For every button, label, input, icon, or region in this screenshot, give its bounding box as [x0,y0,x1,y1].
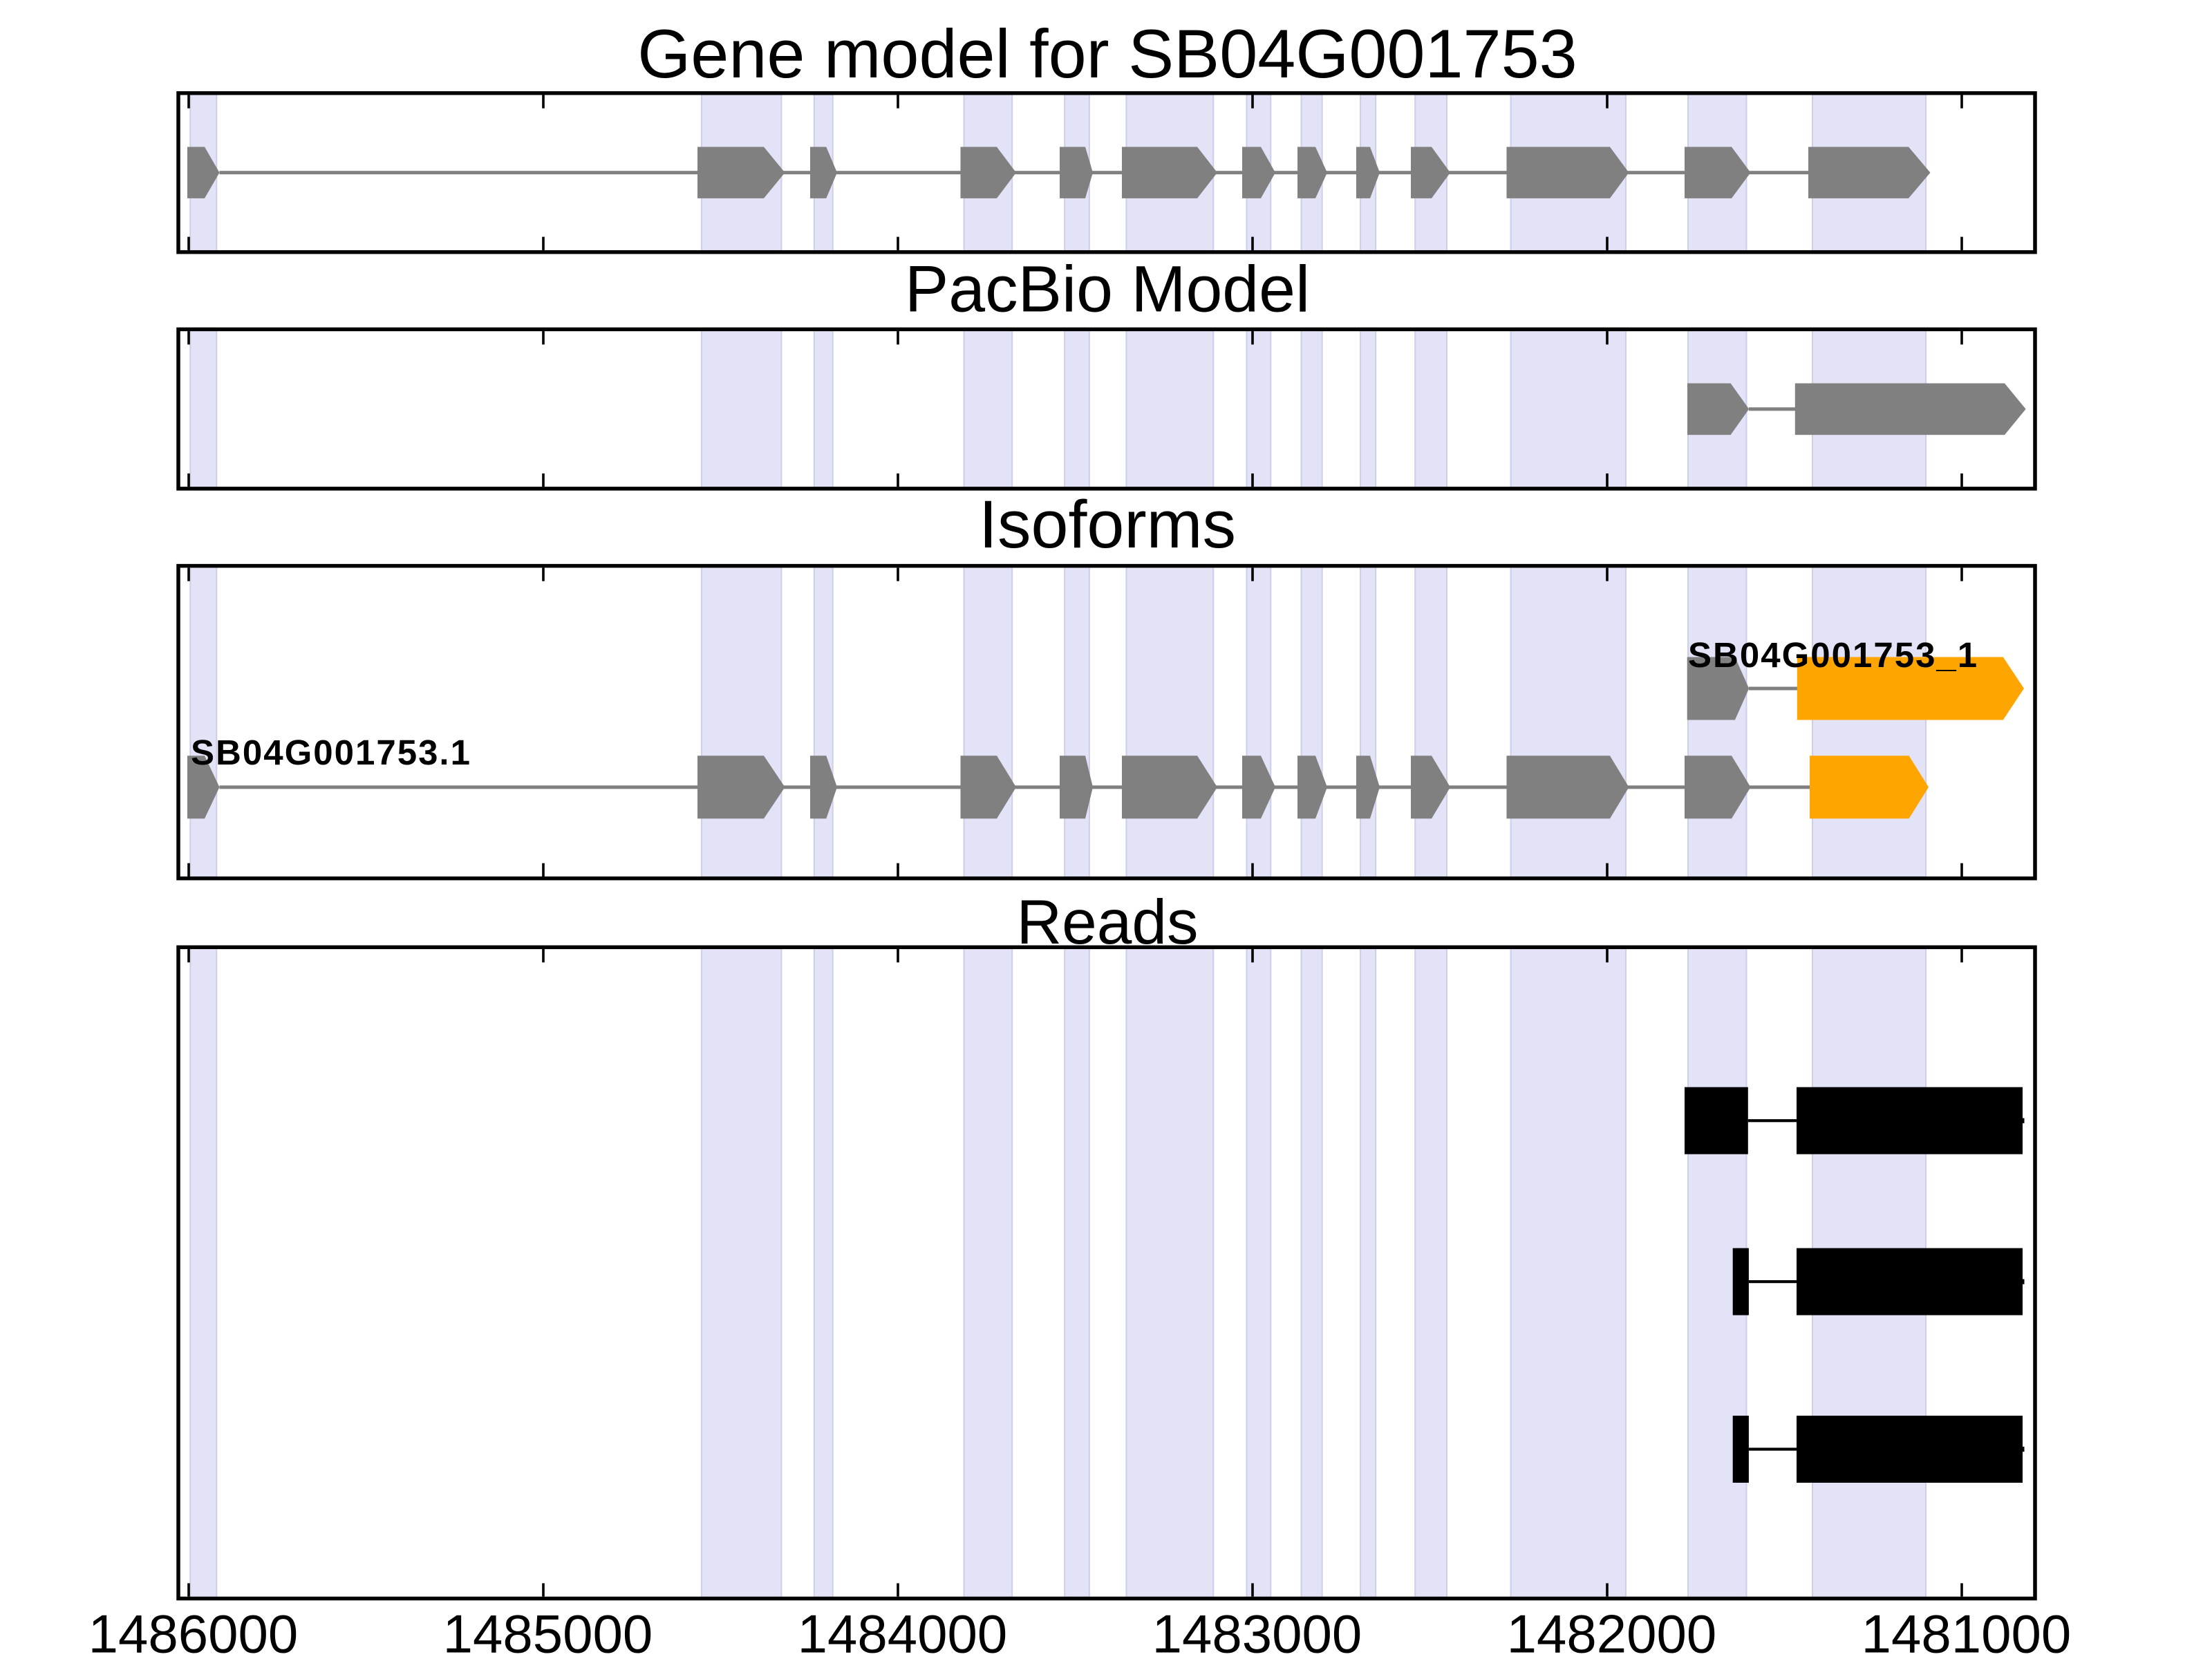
svg-text:1484000: 1484000 [798,1604,1008,1659]
svg-text:1483000: 1483000 [1152,1604,1362,1659]
svg-text:Isoforms: Isoforms [979,487,1236,562]
svg-text:SB04G001753.1: SB04G001753.1 [191,733,471,772]
svg-text:Reads: Reads [1016,888,1198,957]
svg-text:1485000: 1485000 [443,1604,653,1659]
svg-text:PacBio Model: PacBio Model [905,252,1310,326]
svg-text:1481000: 1481000 [1862,1604,2072,1659]
svg-text:Gene model for SB04G001753: Gene model for SB04G001753 [637,15,1577,92]
svg-text:SB04G001753_1: SB04G001753_1 [1688,635,1978,675]
svg-text:1486000: 1486000 [88,1604,299,1659]
svg-text:1482000: 1482000 [1507,1604,1717,1659]
